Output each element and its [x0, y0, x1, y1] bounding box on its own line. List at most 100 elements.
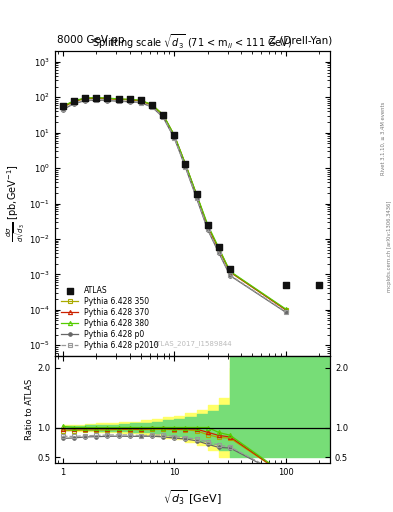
ATLAS [104, 94, 110, 102]
ATLAS [71, 97, 77, 105]
Legend: ATLAS, Pythia 6.428 350, Pythia 6.428 370, Pythia 6.428 380, Pythia 6.428 p0, Py: ATLAS, Pythia 6.428 350, Pythia 6.428 37… [59, 284, 161, 352]
Pythia 6.428 350 [138, 98, 143, 104]
Pythia 6.428 p2010 [228, 272, 232, 278]
Pythia 6.428 350 [94, 95, 99, 101]
ATLAS [227, 265, 233, 273]
Line: Pythia 6.428 370: Pythia 6.428 370 [61, 96, 288, 312]
Pythia 6.428 p0 [105, 97, 110, 103]
Pythia 6.428 p2010 [127, 98, 132, 104]
Pythia 6.428 p0 [116, 98, 121, 104]
Text: $\sqrt{d_{3}}$ [GeV]: $\sqrt{d_{3}}$ [GeV] [163, 488, 222, 507]
Pythia 6.428 380 [127, 96, 132, 102]
Pythia 6.428 370 [127, 97, 132, 103]
Pythia 6.428 p0 [83, 98, 87, 104]
Pythia 6.428 370 [83, 95, 87, 101]
Y-axis label: $\frac{d\sigma}{d\sqrt{d_3}}$ [pb,GeV$^{-1}$]: $\frac{d\sigma}{d\sqrt{d_3}}$ [pb,GeV$^{… [5, 165, 28, 242]
Pythia 6.428 p2010 [283, 309, 288, 315]
Pythia 6.428 p0 [206, 227, 210, 233]
ATLAS [216, 243, 222, 251]
Pythia 6.428 380 [172, 132, 177, 138]
ATLAS [171, 131, 178, 139]
Pythia 6.428 370 [161, 112, 165, 118]
Pythia 6.428 p0 [61, 106, 65, 113]
Line: Pythia 6.428 350: Pythia 6.428 350 [61, 96, 288, 312]
Pythia 6.428 350 [161, 112, 165, 118]
Pythia 6.428 370 [206, 223, 210, 229]
Pythia 6.428 380 [138, 97, 143, 103]
Pythia 6.428 380 [116, 96, 121, 102]
Pythia 6.428 350 [172, 133, 177, 139]
Text: mcplots.cern.ch [arXiv:1306.3436]: mcplots.cern.ch [arXiv:1306.3436] [387, 200, 391, 291]
Pythia 6.428 370 [217, 246, 221, 252]
ATLAS [116, 95, 122, 103]
Pythia 6.428 p2010 [138, 99, 143, 105]
Pythia 6.428 380 [161, 112, 165, 118]
Pythia 6.428 370 [183, 161, 188, 167]
Pythia 6.428 380 [217, 245, 221, 251]
Pythia 6.428 370 [72, 98, 76, 104]
Text: Z (Drell-Yan): Z (Drell-Yan) [269, 35, 332, 45]
Pythia 6.428 380 [94, 95, 99, 101]
Pythia 6.428 350 [105, 96, 110, 102]
Pythia 6.428 p2010 [172, 135, 177, 141]
Pythia 6.428 p2010 [94, 97, 99, 103]
Title: Splitting scale $\sqrt{d_3}$ (71 < m$_{ll}$ < 111 GeV): Splitting scale $\sqrt{d_3}$ (71 < m$_{l… [92, 32, 293, 51]
Pythia 6.428 350 [72, 98, 76, 104]
Pythia 6.428 p0 [138, 100, 143, 106]
Pythia 6.428 380 [194, 191, 199, 198]
Pythia 6.428 350 [83, 96, 87, 102]
Y-axis label: Ratio to ATLAS: Ratio to ATLAS [25, 379, 34, 440]
Text: Rivet 3.1.10, ≥ 3.4M events: Rivet 3.1.10, ≥ 3.4M events [381, 101, 386, 175]
Pythia 6.428 380 [83, 95, 87, 101]
Pythia 6.428 p0 [72, 100, 76, 106]
Pythia 6.428 p0 [228, 272, 232, 279]
Pythia 6.428 p2010 [161, 114, 165, 120]
Pythia 6.428 350 [283, 307, 288, 313]
Pythia 6.428 370 [150, 102, 154, 108]
ATLAS [149, 100, 155, 109]
Pythia 6.428 370 [61, 104, 65, 110]
ATLAS [127, 95, 133, 103]
Line: Pythia 6.428 p0: Pythia 6.428 p0 [61, 98, 288, 314]
Pythia 6.428 350 [61, 104, 65, 111]
Pythia 6.428 p2010 [83, 97, 87, 103]
ATLAS [138, 96, 144, 104]
Pythia 6.428 380 [72, 98, 76, 104]
Pythia 6.428 370 [94, 95, 99, 101]
Pythia 6.428 350 [150, 102, 154, 108]
Pythia 6.428 p2010 [61, 106, 65, 112]
Pythia 6.428 p0 [94, 97, 99, 103]
Pythia 6.428 p2010 [206, 226, 210, 232]
Pythia 6.428 350 [194, 193, 199, 199]
Pythia 6.428 p0 [217, 250, 221, 256]
Pythia 6.428 p0 [172, 135, 177, 141]
Pythia 6.428 p2010 [72, 100, 76, 106]
Pythia 6.428 350 [183, 162, 188, 168]
Pythia 6.428 p2010 [217, 249, 221, 255]
ATLAS [160, 111, 166, 119]
ATLAS [82, 94, 88, 102]
Pythia 6.428 p2010 [150, 104, 154, 110]
Pythia 6.428 350 [116, 96, 121, 102]
Line: Pythia 6.428 380: Pythia 6.428 380 [61, 96, 288, 311]
Pythia 6.428 370 [228, 269, 232, 275]
Pythia 6.428 370 [194, 192, 199, 198]
Pythia 6.428 380 [61, 103, 65, 109]
Pythia 6.428 p0 [150, 104, 154, 110]
Pythia 6.428 p2010 [194, 195, 199, 201]
Text: ATLAS_2017_I1589844: ATLAS_2017_I1589844 [153, 340, 232, 347]
ATLAS [182, 160, 189, 168]
Pythia 6.428 p0 [183, 164, 188, 170]
Pythia 6.428 370 [105, 95, 110, 101]
ATLAS [193, 190, 200, 199]
Pythia 6.428 350 [228, 269, 232, 275]
Pythia 6.428 380 [150, 101, 154, 108]
Pythia 6.428 p2010 [183, 164, 188, 170]
Text: 8000 GeV pp: 8000 GeV pp [57, 35, 125, 45]
Pythia 6.428 p0 [161, 114, 165, 120]
Pythia 6.428 380 [283, 306, 288, 312]
Pythia 6.428 350 [206, 224, 210, 230]
Pythia 6.428 380 [183, 161, 188, 167]
ATLAS [205, 221, 211, 229]
Pythia 6.428 370 [283, 307, 288, 313]
